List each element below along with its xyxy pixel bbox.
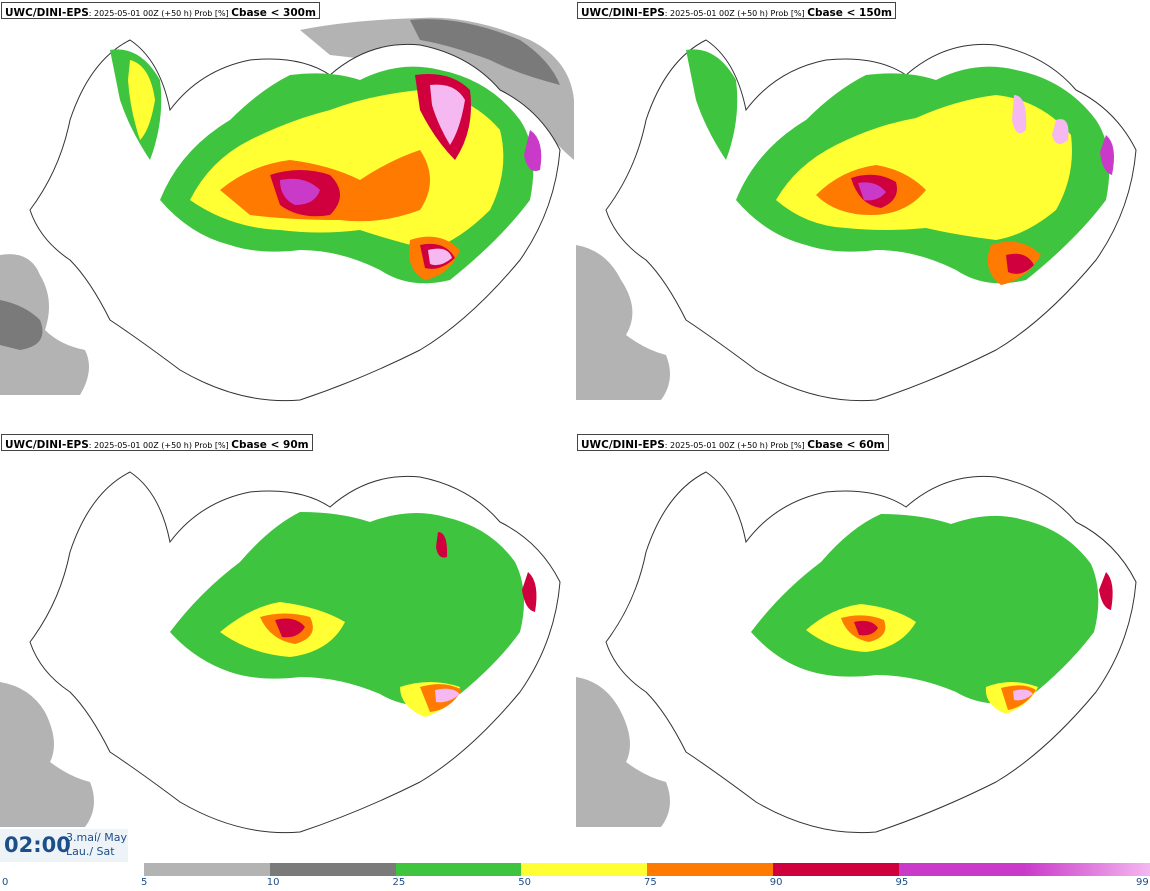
probability-map — [0, 471, 561, 834]
colorbar-tick-label: 50 — [518, 877, 531, 888]
colorbar-tick-label: 0 — [2, 877, 9, 888]
valid-time: 02:00 — [4, 833, 71, 857]
colorbar-segment — [521, 863, 648, 876]
map-panel-cbase-90: UWC/DINI-EPS: 2025-05-01 00Z (+50 h) Pro… — [0, 432, 574, 862]
valid-time-box: 02:00 3.maí/ May Lau./ Sat — [0, 829, 128, 862]
colorbar-tick-label: 99 — [1136, 877, 1149, 888]
colorbar-segment — [144, 863, 271, 876]
colorbar-segment — [772, 863, 899, 876]
panel-title: UWC/DINI-EPS: 2025-05-01 00Z (+50 h) Pro… — [1, 434, 313, 451]
probability-map — [576, 39, 1137, 402]
colorbar-tick-label: 95 — [895, 877, 909, 888]
probability-map — [576, 471, 1137, 834]
panel-title: UWC/DINI-EPS: 2025-05-01 00Z (+50 h) Pro… — [577, 2, 896, 19]
colorbar-tick-label: 10 — [266, 877, 280, 888]
colorbar-tick-label: 25 — [392, 877, 406, 888]
colorbar-segment — [647, 863, 774, 876]
colorbar-segment — [269, 863, 396, 876]
colorbar-segment — [395, 863, 522, 876]
colorbar-tick-label: 90 — [769, 877, 783, 888]
map-panel-cbase-300: UWC/DINI-EPS: 2025-05-01 00Z (+50 h) Pro… — [0, 0, 574, 430]
colorbar-segment — [1024, 863, 1150, 876]
panel-title: UWC/DINI-EPS: 2025-05-01 00Z (+50 h) Pro… — [577, 434, 889, 451]
probability-map — [0, 17, 574, 402]
colorbar-segment — [898, 863, 1025, 876]
colorbar — [144, 863, 1150, 876]
panel-title: UWC/DINI-EPS: 2025-05-01 00Z (+50 h) Pro… — [1, 2, 320, 19]
map-panel-cbase-150: UWC/DINI-EPS: 2025-05-01 00Z (+50 h) Pro… — [576, 0, 1150, 430]
valid-date-line2: Lau./ Sat — [66, 845, 115, 858]
valid-date: 3.maí/ May Lau./ Sat — [66, 831, 127, 859]
colorbar-tick-label: 75 — [644, 877, 657, 888]
valid-date-line1: 3.maí/ May — [66, 831, 127, 844]
map-panel-cbase-60: UWC/DINI-EPS: 2025-05-01 00Z (+50 h) Pro… — [576, 432, 1150, 862]
colorbar-tick-label: 5 — [141, 877, 148, 888]
